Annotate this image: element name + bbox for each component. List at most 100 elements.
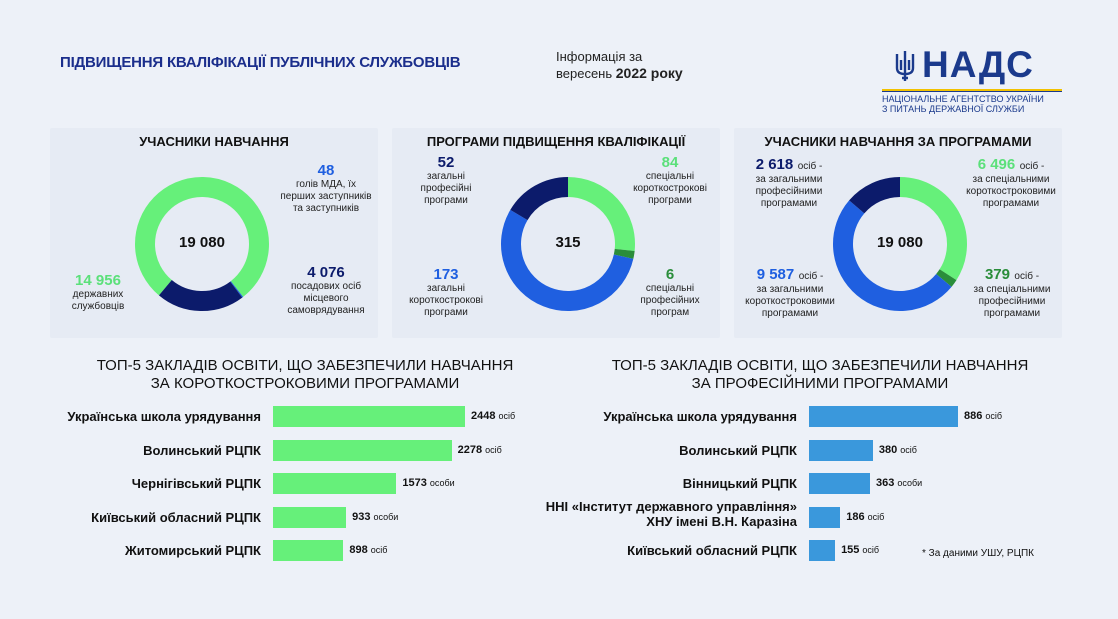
slice-civil-servants <box>135 177 269 297</box>
bar-label: Волинський РЦПК <box>143 442 261 458</box>
item-label: посадових осіб місцевого самоврядування <box>287 281 365 316</box>
footnote: * За даними УШУ, РЦПК <box>922 548 1034 559</box>
bar-label: Київський обласний РЦПК <box>627 543 797 558</box>
programs-donut <box>501 177 635 311</box>
bar <box>273 439 452 461</box>
item-value: 173 <box>433 266 459 283</box>
bar-value: 2448 осіб <box>471 410 516 422</box>
bar-label-line: ННІ «Інститут державного управління» <box>545 498 797 514</box>
bar <box>809 506 841 528</box>
by-programs-item-gen-short: 9 587 осіб - за загальними короткостроко… <box>734 266 846 320</box>
bar-unit: особи <box>897 478 923 488</box>
item-label: загальні професійні програми <box>420 171 472 206</box>
slice-gen-prof <box>510 177 569 221</box>
participants-item-civil: 14 956 державних службовців <box>62 272 134 313</box>
bar-value: 933 особи <box>352 510 399 523</box>
by-programs-item-spec-short: 6 496 осіб - за спеціальними короткостро… <box>960 156 1062 210</box>
bar-value: 155 осіб <box>841 544 880 556</box>
item-value-row: 6 496 осіб - <box>960 156 1062 174</box>
info-year: 2022 року <box>615 65 683 81</box>
bar-value: 898 осіб <box>349 544 388 556</box>
bar <box>273 473 397 494</box>
section-title-line-2: ЗА ПРОФЕСІЙНИМИ ПРОГРАМАМИ <box>691 375 949 392</box>
info-line-1: Інформація за <box>556 49 643 64</box>
programs-total: 315 <box>555 234 581 251</box>
item-value-row: 9 587 осіб - <box>734 266 846 284</box>
slice-gen-short <box>833 200 952 311</box>
participants-donut <box>135 177 269 311</box>
bar-value: 186 осіб <box>846 510 885 523</box>
programs-item-gen-short: 173 загальні короткострокові програми <box>396 266 496 319</box>
bar-value: 2278 осіб <box>457 443 502 456</box>
bar-unit: осіб <box>862 545 880 555</box>
logo-subtitle-line-1: НАЦІОНАЛЬНЕ АГЕНТСТВО УКРАЇНИ <box>882 94 1044 104</box>
bar-label-line: ХНУ імені В.Н. Каразіна <box>646 513 797 529</box>
slice-gen-short <box>501 209 634 311</box>
item-value: 6 496 <box>977 156 1016 173</box>
slice-spec-short <box>567 177 635 251</box>
bar <box>809 473 871 494</box>
bar-label: Українська школа урядування <box>603 409 797 424</box>
bar-unit: осіб <box>867 511 885 522</box>
bar-unit: осіб <box>985 411 1003 421</box>
bar <box>273 506 347 528</box>
short-programs-bar-chart: Українська школа урядування 2448 осіб Волин… <box>40 400 560 570</box>
item-value: 2 618 <box>755 156 794 173</box>
info-month: вересень <box>556 66 613 81</box>
logo-subtitle: НАЦІОНАЛЬНЕ АГЕНТСТВО УКРАЇНИ З ПИТАНЬ Д… <box>882 94 1044 114</box>
logo-word: НАДС <box>922 44 1034 85</box>
item-label: за спеціальними професійними програмами <box>973 284 1051 319</box>
slice-gen-prof <box>849 177 901 214</box>
bar-label: Українська школа урядування <box>67 409 261 424</box>
bar-value: 886 осіб <box>964 410 1003 422</box>
report-period: Інформація за вересень 2022 року <box>556 48 683 82</box>
item-value: 52 <box>437 154 455 171</box>
by-programs-donut <box>833 177 967 311</box>
bar-label: Чернігівський РЦПК <box>131 476 261 491</box>
bar <box>809 540 836 561</box>
programs-title: ПРОГРАМИ ПІДВИЩЕННЯ КВАЛІФІКАЦІЇ <box>426 134 686 149</box>
item-label: за загальними професійними програмами <box>755 174 823 209</box>
item-value: 4 076 <box>307 264 345 281</box>
bar-label: ННІ «Інститут державного управління» ХНУ … <box>540 499 797 529</box>
item-value: 48 <box>317 162 335 179</box>
participants-panel: УЧАСНИКИ НАВЧАННЯ 19 080 48 голів МДА, ї… <box>50 128 378 338</box>
slice-spec-short <box>899 177 967 281</box>
bar-unit: особи <box>373 511 399 522</box>
short-programs-section-title: ТОП-5 ЗАКЛАДІВ ОСВІТИ, ЩО ЗАБЕЗПЕЧИЛИ НА… <box>60 357 550 393</box>
item-label: за загальними короткостроковими програма… <box>745 284 835 319</box>
programs-panel: ПРОГРАМИ ПІДВИЩЕННЯ КВАЛІФІКАЦІЇ 315 52 … <box>392 128 720 338</box>
by-programs-panel: УЧАСНИКИ НАВЧАННЯ ЗА ПРОГРАМАМИ 19 080 2… <box>734 128 1062 338</box>
item-unit: осіб - <box>798 271 824 282</box>
item-label: загальні короткострокові програми <box>409 283 483 318</box>
info-line-2: вересень 2022 року <box>556 65 683 82</box>
bar-value: 363 особи <box>876 477 923 489</box>
item-value: 14 956 <box>75 272 121 289</box>
bar-label: Волинський РЦПК <box>679 442 797 458</box>
bar-unit: осіб <box>485 444 502 455</box>
by-programs-item-spec-prof: 379 осіб - за спеціальними професійними … <box>962 266 1062 320</box>
programs-item-spec-prof: 6 спеціальні професійних програм <box>622 266 718 319</box>
item-value: 9 587 <box>756 266 795 283</box>
prof-programs-bar-chart: Українська школа урядування 886 осіб Волинс… <box>540 400 1002 570</box>
slice-mda-heads <box>230 281 244 298</box>
nads-logo: НАДС НАЦІОНАЛЬНЕ АГЕНТСТВО УКРАЇНИ З ПИТ… <box>878 44 1068 114</box>
section-title-line-1: ТОП-5 ЗАКЛАДІВ ОСВІТИ, ЩО ЗАБЕЗПЕЧИЛИ НА… <box>96 357 514 374</box>
item-label: державних службовців <box>71 289 125 312</box>
bar <box>809 439 873 461</box>
slice-spec-prof <box>936 269 957 287</box>
participants-item-local: 4 076 посадових осіб місцевого самовряду… <box>278 264 374 317</box>
bar-unit: осіб <box>900 444 917 455</box>
by-programs-item-gen-prof: 2 618 осіб - за загальними професійними … <box>736 156 842 210</box>
item-label: спеціальні професійних програм <box>640 283 700 318</box>
slice-spec-prof <box>613 248 635 259</box>
item-value-row: 2 618 осіб - <box>736 156 842 174</box>
item-unit: осіб - <box>1014 271 1040 282</box>
bar-label: Вінницький РЦПК <box>682 476 797 491</box>
programs-item-gen-prof: 52 загальні професійні програми <box>396 154 496 207</box>
item-value: 6 <box>665 266 675 283</box>
bar-label: Київський обласний РЦПК <box>91 509 261 525</box>
bar-unit: особи <box>429 478 455 488</box>
prof-programs-section-title: ТОП-5 ЗАКЛАДІВ ОСВІТИ, ЩО ЗАБЕЗПЕЧИЛИ НА… <box>575 357 1065 393</box>
participants-item-mda: 48 голів МДА, їх перших заступників та з… <box>278 162 374 215</box>
